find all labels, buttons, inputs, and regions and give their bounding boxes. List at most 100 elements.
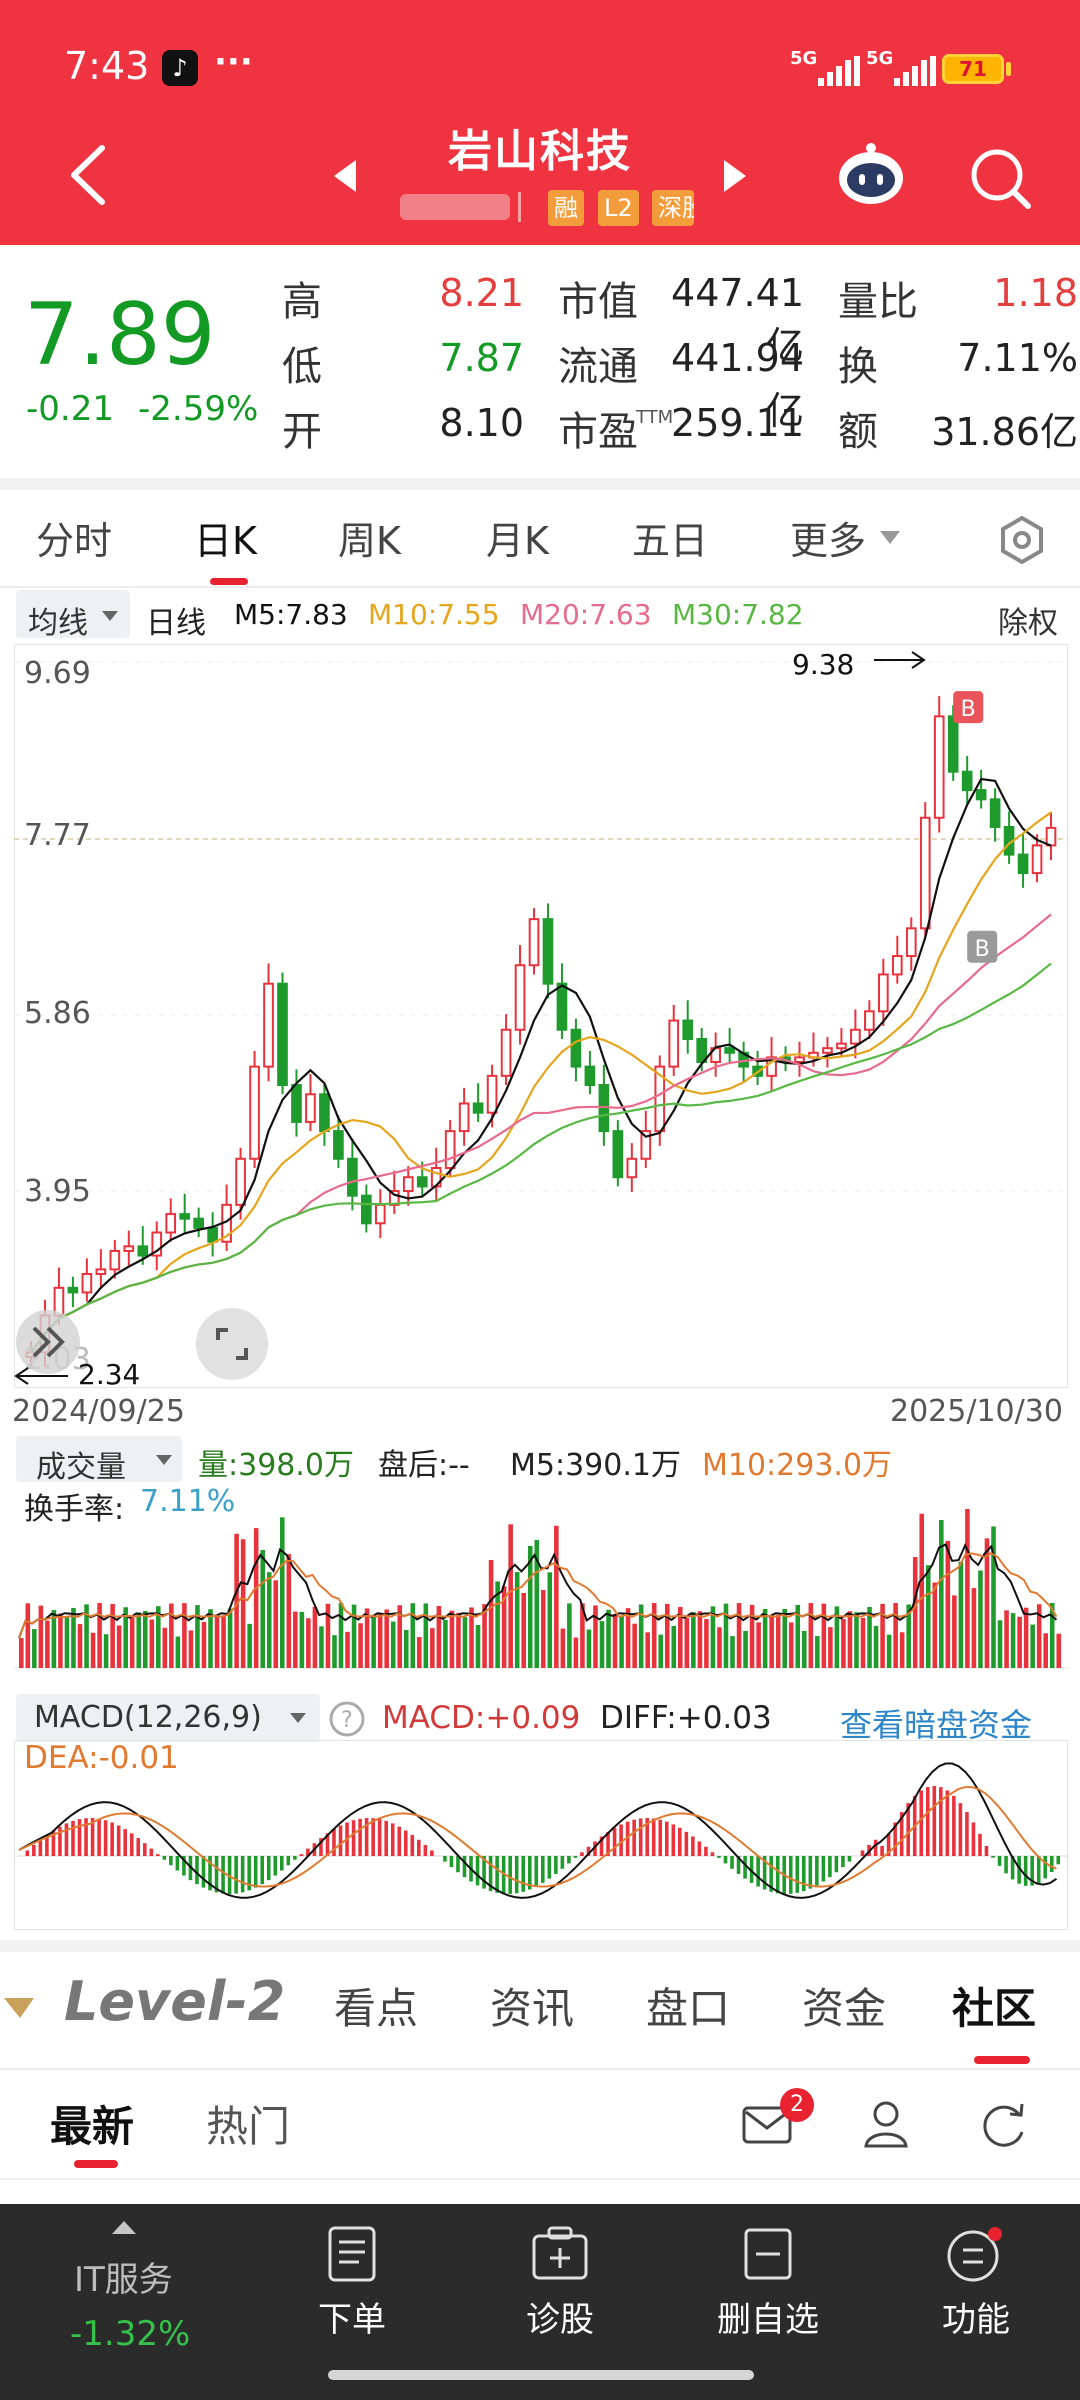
back-arrow-icon[interactable] <box>62 140 112 210</box>
macd-bar <box>103 1820 108 1856</box>
candle-body <box>305 1093 316 1123</box>
dea-value: DEA:-0.01 <box>24 1740 179 1776</box>
volume-bar <box>802 1630 807 1668</box>
tab-latest[interactable]: 最新 <box>50 2102 135 2151</box>
pe-ttm-label: TTM <box>636 407 674 428</box>
nav-diagnose[interactable]: 诊股 <box>490 2224 630 2341</box>
volume-bar <box>508 1524 513 1668</box>
mail-badge: 2 <box>780 2088 814 2122</box>
mcap-label: 市值 <box>558 279 638 325</box>
volume-bar <box>541 1590 546 1668</box>
tiktok-notification-icon: ♪ <box>162 50 198 86</box>
macd-bar <box>978 1833 982 1856</box>
next-stock-icon[interactable] <box>720 158 750 194</box>
badge-margin: 融 <box>548 190 584 226</box>
tab-five-day[interactable]: 五日 <box>632 519 709 563</box>
x-start-label: 2024/09/25 <box>12 1394 185 1429</box>
macd-bar <box>965 1812 969 1856</box>
macd-bar <box>227 1856 232 1894</box>
volume-bar <box>332 1635 337 1668</box>
ma5-line <box>30 777 1052 1353</box>
volume-bar <box>142 1610 148 1668</box>
macd-bar <box>201 1856 206 1888</box>
nav-order[interactable]: 下单 <box>282 2224 422 2341</box>
diff-value: DIFF:+0.03 <box>600 1700 772 1736</box>
volume-bar <box>38 1605 44 1668</box>
macd-selector[interactable] <box>16 1694 320 1742</box>
volume-bar <box>997 1620 1003 1668</box>
signal-5g-label-2: 5G <box>866 48 894 69</box>
fullscreen-button[interactable] <box>196 1308 268 1380</box>
trade-marker: B <box>967 930 998 963</box>
level2-brand[interactable]: Level-2 <box>64 1970 286 2033</box>
volume-bar <box>632 1623 637 1668</box>
y-tick-label: 3.95 <box>24 1174 91 1209</box>
profile-icon[interactable] <box>862 2098 910 2150</box>
macd-bar <box>828 1856 832 1878</box>
tab-orderbook[interactable]: 盘口 <box>646 1984 731 2033</box>
search-icon[interactable] <box>966 144 1036 214</box>
volume-bar <box>377 1614 383 1668</box>
volume-bar <box>482 1604 487 1668</box>
macd-bar <box>684 1831 689 1856</box>
settings-hexagon-icon[interactable] <box>996 514 1048 566</box>
candle-body <box>109 1249 121 1271</box>
tab-hot[interactable]: 热门 <box>206 2102 291 2151</box>
volume-bar <box>828 1627 833 1668</box>
macd-bar <box>730 1856 734 1869</box>
volume-bar <box>945 1540 951 1668</box>
turnover-rate-label: 换手率: <box>24 1492 125 1527</box>
volume-bar <box>1030 1624 1035 1668</box>
kline-chart[interactable]: BB <box>14 644 1068 1388</box>
tab-time-share[interactable]: 分时 <box>36 519 113 563</box>
nav-order-label: 下单 <box>318 2300 386 2340</box>
tab-highlights[interactable]: 看点 <box>334 1984 419 2033</box>
tab-community[interactable]: 社区 <box>952 1984 1037 2033</box>
candle-body <box>263 982 274 1068</box>
candle-body <box>696 1037 708 1064</box>
volume-selector[interactable] <box>16 1436 182 1482</box>
mail-icon[interactable] <box>740 2100 796 2148</box>
dea-line <box>18 1786 1057 1888</box>
robot-assistant-icon[interactable] <box>836 140 906 210</box>
tab-funds[interactable]: 资金 <box>802 1984 887 2033</box>
adjust-label[interactable]: 除权 <box>998 606 1058 641</box>
nav-functions[interactable]: 功能 <box>906 2224 1046 2341</box>
dark-pool-link[interactable]: 查看暗盘资金 <box>840 1706 1033 1744</box>
help-icon[interactable]: ? <box>328 1700 366 1738</box>
volume-bar <box>697 1611 703 1668</box>
macd-bar <box>286 1856 291 1866</box>
volume-bar <box>240 1539 246 1668</box>
volume-bar <box>475 1625 481 1668</box>
macd-bar <box>899 1812 904 1856</box>
volume-bar <box>736 1603 742 1668</box>
volume-bar <box>984 1538 990 1668</box>
tab-daily-k[interactable]: 日K <box>194 519 257 563</box>
tab-monthly-k[interactable]: 月K <box>486 519 549 563</box>
volume-bar <box>560 1628 566 1668</box>
nav-remove-watchlist[interactable]: 删自选 <box>698 2224 838 2341</box>
float-label: 流通 <box>558 344 638 390</box>
tab-weekly-k[interactable]: 周K <box>338 519 401 563</box>
float-value: 441.94亿 <box>671 336 804 433</box>
volume-bar <box>390 1621 396 1668</box>
price-change: -0.21 <box>26 389 114 429</box>
candle-body <box>794 1056 805 1064</box>
prev-stock-icon[interactable] <box>330 158 360 194</box>
sector-name[interactable]: IT服务 <box>74 2260 173 2300</box>
volume-bar <box>704 1619 709 1668</box>
candle-body <box>137 1245 149 1257</box>
candle-body <box>277 982 288 1087</box>
macd-bar <box>710 1852 715 1856</box>
macd-frame <box>14 1740 1068 1930</box>
volume-bar <box>749 1604 755 1668</box>
refresh-icon[interactable] <box>976 2098 1030 2152</box>
tab-more[interactable]: 更多 <box>790 519 867 563</box>
tab-news[interactable]: 资讯 <box>490 1984 575 2033</box>
expand-sidebar-button[interactable] <box>16 1310 80 1374</box>
volume-bar <box>717 1627 722 1668</box>
macd-bar <box>880 1846 884 1856</box>
macd-bar <box>423 1844 428 1856</box>
volume-bar <box>782 1608 787 1668</box>
candle-body <box>1045 826 1057 847</box>
